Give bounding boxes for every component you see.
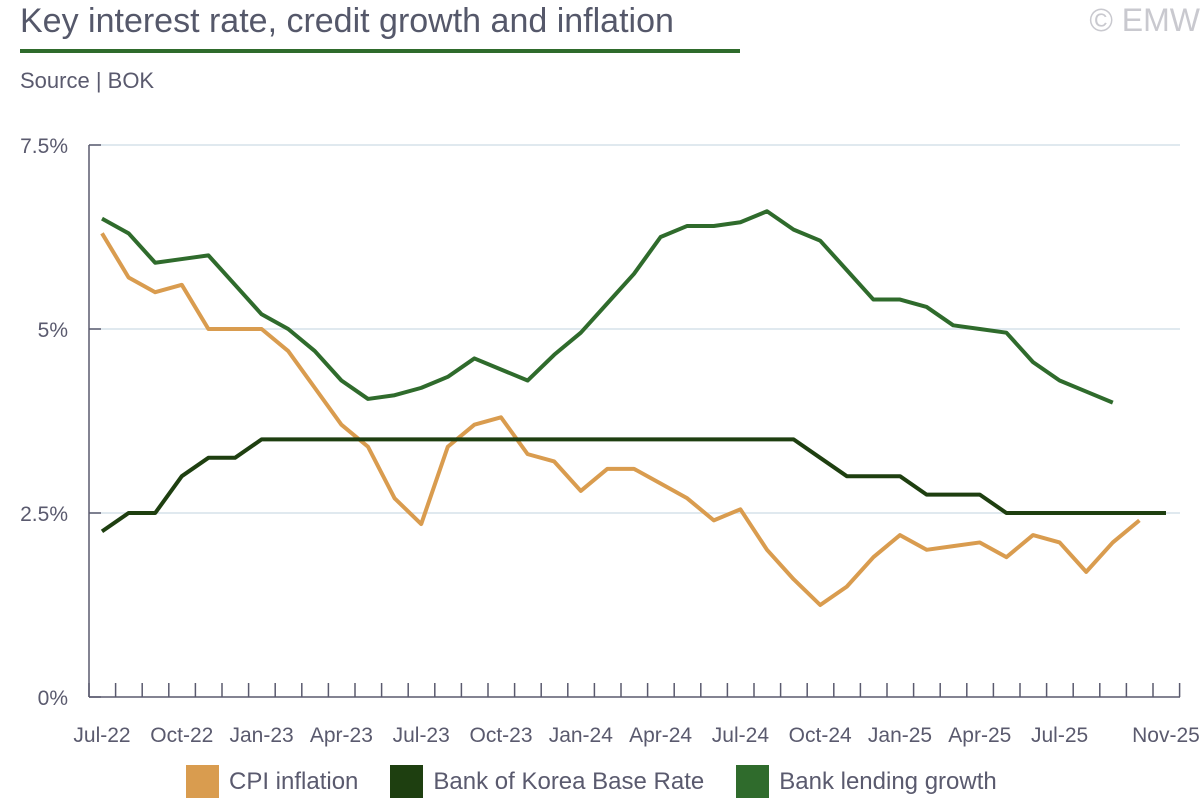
y-tick-label: 5% [38, 319, 68, 342]
y-tick-label: 0% [38, 687, 68, 710]
legend-swatch [736, 765, 770, 798]
series-line-bank-lending-growth [101, 209, 1114, 405]
x-tick-label: Oct-22 [150, 724, 213, 747]
legend-swatch [186, 765, 219, 798]
legend-swatch [390, 765, 424, 798]
source-label: Source | BOK [20, 68, 155, 93]
copyright-label: © EMW [1089, 2, 1200, 38]
y-tick-label: 7.5% [20, 135, 68, 158]
legend-label: CPI inflation [229, 767, 359, 795]
legend-label: Bank of Korea Base Rate [433, 767, 705, 795]
x-tick-label: Oct-23 [469, 724, 532, 747]
x-tick-label: Apr-23 [310, 724, 373, 747]
y-tick-label: 2.5% [20, 503, 68, 526]
legend: CPI inflation Bank of Korea Base Rate Ba… [186, 765, 1029, 798]
legend-item-lending: Bank lending growth [736, 765, 997, 798]
x-tick-label: Apr-25 [948, 724, 1011, 747]
x-tick-label: Jan-25 [868, 724, 932, 747]
chart-title: Key interest rate, credit growth and inf… [20, 2, 674, 40]
x-tick-label: Jul-23 [393, 724, 450, 747]
legend-label: Bank lending growth [779, 767, 997, 795]
x-tick-label: Nov-25 [1132, 724, 1200, 747]
title-underline [20, 49, 740, 53]
legend-item-cpi: CPI inflation [186, 765, 358, 798]
x-tick-label: Jul-25 [1031, 724, 1088, 747]
series-line-cpi-inflation [100, 232, 1141, 607]
series-line-bank-of-korea-base-rate [100, 437, 1166, 534]
legend-item-base-rate: Bank of Korea Base Rate [390, 765, 704, 798]
x-tick-label: Jan-24 [549, 724, 614, 747]
x-tick-label: Jan-23 [229, 724, 293, 747]
x-tick-label: Apr-24 [629, 724, 692, 747]
x-tick-label: Oct-24 [789, 724, 852, 747]
x-tick-label: Jul-22 [73, 724, 130, 747]
x-tick-label: Jul-24 [712, 724, 770, 747]
